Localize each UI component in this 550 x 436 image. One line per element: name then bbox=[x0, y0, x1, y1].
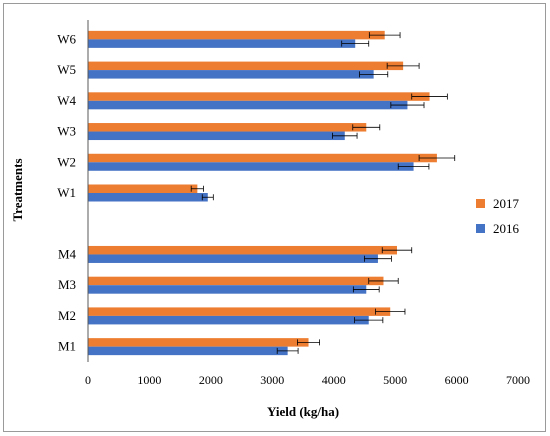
category-label-M1: M1 bbox=[58, 339, 76, 354]
bar-2016-W3 bbox=[88, 131, 345, 141]
error-bar-2017-W3 bbox=[352, 124, 381, 131]
error-bar-2016-W3 bbox=[332, 132, 358, 139]
category-label-W2: W2 bbox=[57, 154, 76, 169]
category-labels: M1 M2 M3 M4 W1 W2 W3 W4 W5 W6 bbox=[57, 31, 76, 353]
bar-2016-W1 bbox=[88, 193, 208, 202]
category-label-W6: W6 bbox=[57, 31, 76, 46]
x-tick-labels: 0 1000 2000 3000 4000 5000 6000 7000 bbox=[85, 373, 530, 387]
error-bar-2016-W5 bbox=[359, 71, 389, 78]
bar-2016-W2 bbox=[88, 162, 414, 171]
error-bar-2016-M2 bbox=[354, 317, 384, 324]
bar-2017-M3 bbox=[88, 276, 384, 286]
legend-swatch-2017 bbox=[476, 199, 485, 208]
category-label-M2: M2 bbox=[58, 308, 76, 323]
bar-2017-W6 bbox=[88, 30, 385, 40]
bar-2016-M2 bbox=[88, 315, 369, 325]
category-label-W5: W5 bbox=[57, 62, 76, 77]
error-bar-2016-W6 bbox=[341, 40, 370, 47]
error-bar-2017-W4 bbox=[411, 93, 448, 100]
error-bar-2017-M3 bbox=[368, 277, 399, 284]
x-tick-label-5000: 5000 bbox=[383, 373, 407, 387]
bar-2016-M4 bbox=[88, 254, 378, 263]
bar-2017-W2 bbox=[88, 153, 437, 163]
error-bar-2017-M4 bbox=[381, 247, 413, 254]
category-label-W3: W3 bbox=[57, 124, 76, 139]
bar-2016-W5 bbox=[88, 70, 374, 79]
x-tick-label-6000: 6000 bbox=[445, 373, 469, 387]
y-axis-title: Treatments bbox=[10, 158, 25, 221]
bar-2017-M2 bbox=[88, 307, 391, 316]
bars-group bbox=[88, 30, 437, 356]
error-bar-2017-M1 bbox=[297, 339, 320, 346]
x-axis-title: Yield (kg/ha) bbox=[267, 404, 339, 419]
error-bar-2017-W6 bbox=[368, 32, 401, 39]
bar-2017-W4 bbox=[88, 92, 430, 101]
category-label-W4: W4 bbox=[57, 93, 76, 108]
x-tick-label-3000: 3000 bbox=[260, 373, 284, 387]
bar-2016-M3 bbox=[88, 285, 367, 294]
bar-2016-W4 bbox=[88, 100, 408, 110]
legend-label-2017: 2017 bbox=[493, 196, 520, 211]
error-bar-2017-M2 bbox=[375, 308, 406, 315]
x-tick-label-0: 0 bbox=[85, 373, 91, 387]
error-bar-2017-W5 bbox=[386, 62, 420, 69]
error-bar-2017-W2 bbox=[418, 155, 456, 162]
bar-2016-W6 bbox=[88, 39, 356, 48]
x-tick-label-7000: 7000 bbox=[506, 373, 530, 387]
bar-2017-W5 bbox=[88, 61, 404, 71]
error-bar-2016-W1 bbox=[201, 194, 214, 201]
legend: 2017 2016 bbox=[476, 196, 520, 236]
bar-2017-W3 bbox=[88, 123, 367, 132]
bar-2017-M4 bbox=[88, 245, 397, 255]
legend-label-2016: 2016 bbox=[493, 221, 520, 236]
bar-2017-M1 bbox=[88, 338, 309, 347]
error-bar-2016-W4 bbox=[390, 102, 425, 109]
category-label-M4: M4 bbox=[58, 246, 77, 261]
bar-2017-W1 bbox=[88, 184, 198, 193]
category-label-M3: M3 bbox=[58, 277, 76, 292]
error-bar-2017-W1 bbox=[190, 185, 204, 192]
error-bar-2016-M1 bbox=[276, 347, 299, 354]
x-tick-label-2000: 2000 bbox=[199, 373, 223, 387]
x-tick-label-1000: 1000 bbox=[137, 373, 161, 387]
error-bar-2016-W2 bbox=[397, 163, 430, 170]
legend-swatch-2016 bbox=[476, 224, 485, 233]
error-bar-2016-M4 bbox=[364, 255, 392, 262]
x-tick-label-4000: 4000 bbox=[322, 373, 346, 387]
category-label-W1: W1 bbox=[57, 185, 76, 200]
error-bars-group bbox=[190, 32, 456, 354]
bar-2016-M1 bbox=[88, 346, 288, 356]
error-bar-2016-M3 bbox=[352, 286, 380, 293]
